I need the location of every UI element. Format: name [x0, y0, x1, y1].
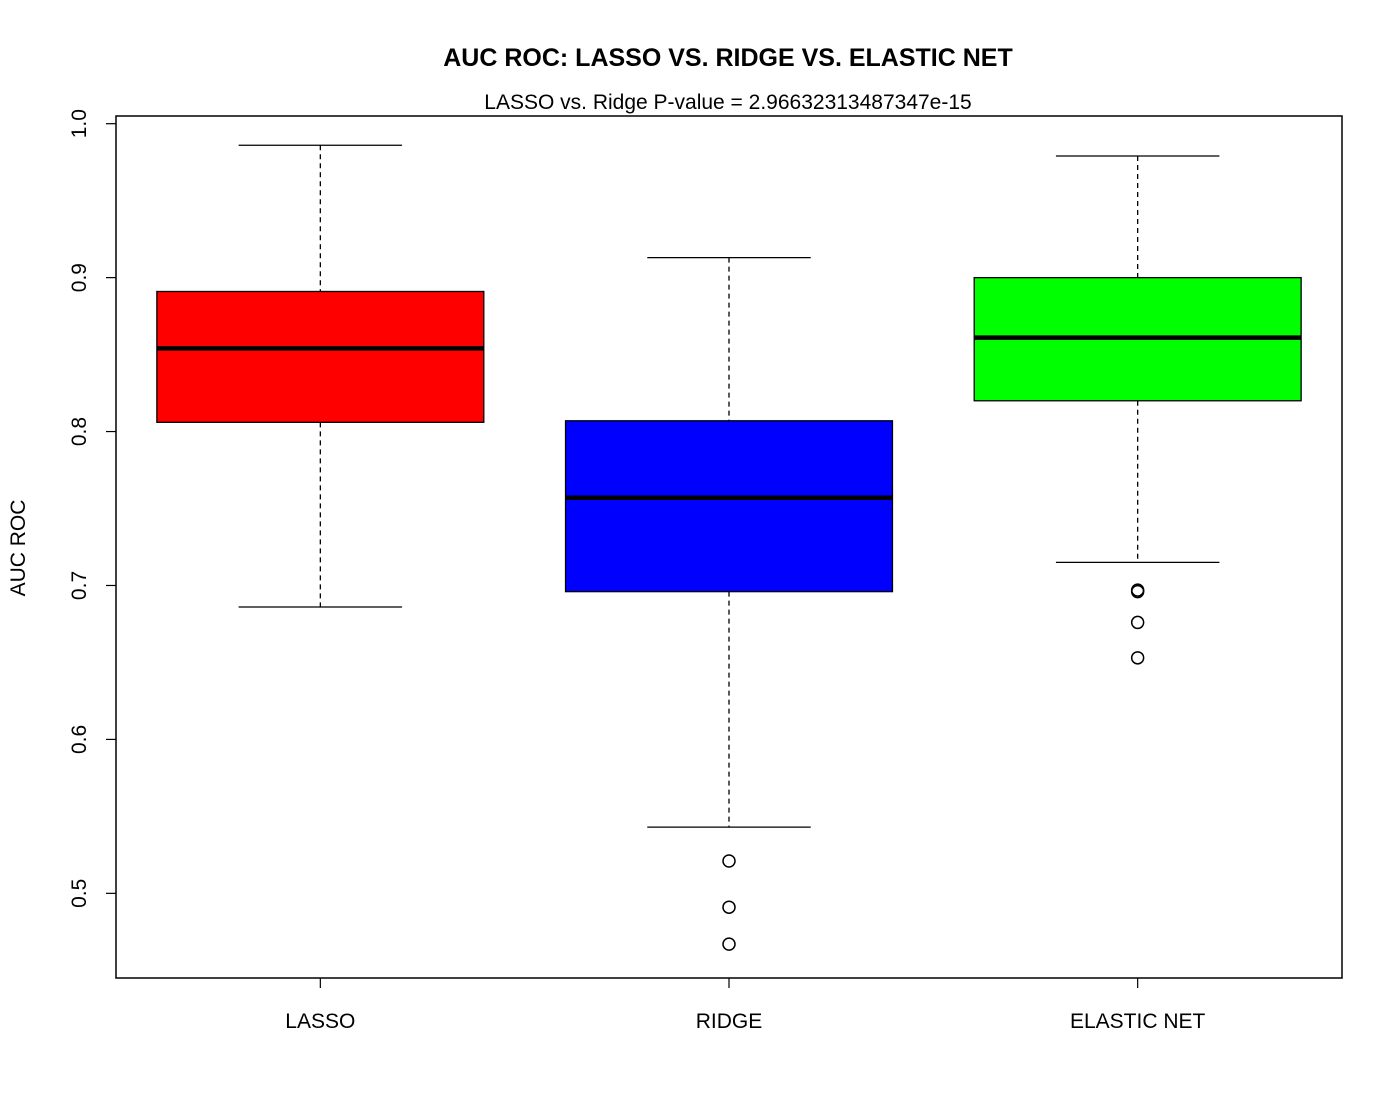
y-tick-label: 0.8 — [68, 417, 91, 446]
x-tick-label: RIDGE — [696, 1010, 763, 1033]
x-tick-label: ELASTIC NET — [1070, 1010, 1206, 1033]
y-tick-label: 0.6 — [68, 725, 91, 754]
box-lasso — [156, 144, 485, 608]
outlier-point — [722, 900, 736, 914]
box-ridge — [564, 256, 894, 951]
y-axis-label: AUC ROC — [7, 500, 30, 597]
y-tick-label: 1.0 — [68, 109, 91, 138]
y-tick-label: 0.7 — [68, 571, 91, 600]
x-tick-label: LASSO — [285, 1010, 355, 1033]
outlier-point — [722, 937, 736, 951]
y-axis: 0.5 0.6 0.7 0.8 0.9 1.0 — [68, 109, 116, 908]
iqr-box — [564, 420, 894, 593]
box-elastic-net — [973, 155, 1302, 665]
outlier-point — [1130, 584, 1145, 599]
iqr-box — [156, 290, 485, 423]
outlier-point — [1130, 651, 1145, 665]
y-tick-label: 0.5 — [68, 879, 91, 908]
outlier-point — [722, 854, 736, 868]
outlier-point — [1130, 615, 1145, 630]
plot-area: 0.5 0.6 0.7 0.8 0.9 1.0 LASSO RIDGE ELASTIC NET — [68, 109, 1343, 1033]
x-axis: LASSO RIDGE ELASTIC NET — [285, 978, 1206, 1033]
chart-title: AUC ROC: LASSO VS. RIDGE VS. ELASTIC NET — [443, 44, 1013, 72]
y-tick-label: 0.9 — [68, 263, 91, 292]
chart-subtitle: LASSO vs. Ridge P-value = 2.966323134873… — [484, 91, 971, 114]
